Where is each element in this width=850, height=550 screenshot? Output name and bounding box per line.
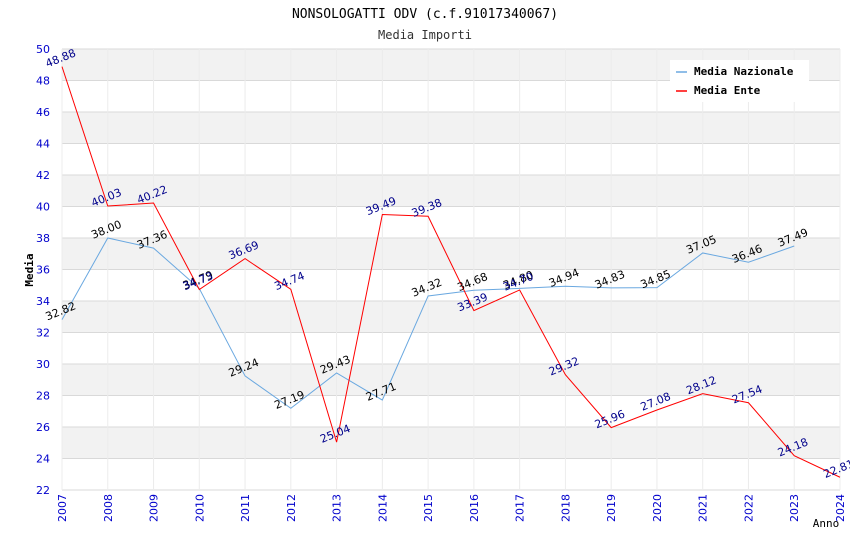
x-tick-label: 2021 — [697, 494, 710, 522]
x-tick-label: 2017 — [514, 494, 527, 522]
grid-band — [62, 143, 840, 175]
series-line-1 — [61, 66, 841, 478]
x-tick-label: 2015 — [422, 494, 435, 522]
y-tick-label: 40 — [36, 201, 50, 214]
x-tick-label: 2016 — [468, 494, 481, 522]
y-tick-label: 34 — [36, 295, 50, 308]
y-tick-label: 30 — [36, 358, 50, 371]
y-tick-label: 22 — [36, 484, 50, 497]
y-tick-label: 26 — [36, 421, 50, 434]
x-tick-label: 2014 — [376, 494, 389, 522]
x-tick-label: 2019 — [605, 494, 618, 522]
x-tick-label: 2013 — [331, 494, 344, 522]
x-tick-label: 2023 — [788, 494, 801, 522]
legend-label-media-ente: Media Ente — [694, 84, 761, 97]
x-tick-label: 2024 — [834, 494, 847, 522]
x-tick-label: 2011 — [239, 494, 252, 522]
x-tick-label: 2020 — [651, 494, 664, 522]
grid-band — [62, 206, 840, 238]
grid-band — [62, 175, 840, 207]
series-lines — [61, 66, 841, 478]
y-tick-label: 32 — [36, 327, 50, 340]
legend: Media Nazionale Media Ente — [670, 60, 809, 102]
x-tick-label: 2018 — [559, 494, 572, 522]
x-tick-label: 2010 — [193, 494, 206, 522]
grid-band — [62, 269, 840, 301]
x-tick-label: 2007 — [56, 494, 69, 522]
y-tick-label: 44 — [36, 138, 50, 151]
chart-title: NONSOLOGATTI ODV (c.f.91017340067) — [292, 7, 558, 22]
y-tick-label: 46 — [36, 106, 50, 119]
x-axis-label: Anno — [813, 517, 840, 530]
legend-box — [670, 60, 809, 102]
legend-label-media-nazionale: Media Nazionale — [694, 65, 794, 78]
grid-band — [62, 332, 840, 364]
y-tick-label: 48 — [36, 75, 50, 88]
grid-band — [62, 112, 840, 144]
y-tick-label: 38 — [36, 232, 50, 245]
grid-band — [62, 238, 840, 270]
y-tick-label: 50 — [36, 43, 50, 56]
y-tick-label: 42 — [36, 169, 50, 182]
x-tick-label: 2008 — [102, 494, 115, 522]
series-line-0 — [61, 237, 795, 409]
chart-subtitle: Media Importi — [378, 28, 472, 42]
y-tick-label: 36 — [36, 264, 50, 277]
y-axis-label: Media — [23, 253, 36, 286]
x-tick-label: 2012 — [285, 494, 298, 522]
grid-band — [62, 301, 840, 333]
y-tick-label: 24 — [36, 453, 50, 466]
grid-band — [62, 427, 840, 459]
grid-band — [62, 458, 840, 490]
grid-band — [62, 364, 840, 396]
gridlines — [61, 48, 841, 491]
x-axis-ticks: 2007 2008 2009 2010 2011 2012 2013 2014 2015 2016… — [56, 494, 847, 522]
x-tick-label: 2022 — [742, 494, 755, 522]
y-tick-label: 28 — [36, 390, 50, 403]
grid-band — [62, 395, 840, 427]
x-tick-label: 2009 — [148, 494, 161, 522]
y-axis-ticks: 22 24 26 28 30 32 34 36 38 40 42 44 46 48 50 — [36, 43, 50, 497]
